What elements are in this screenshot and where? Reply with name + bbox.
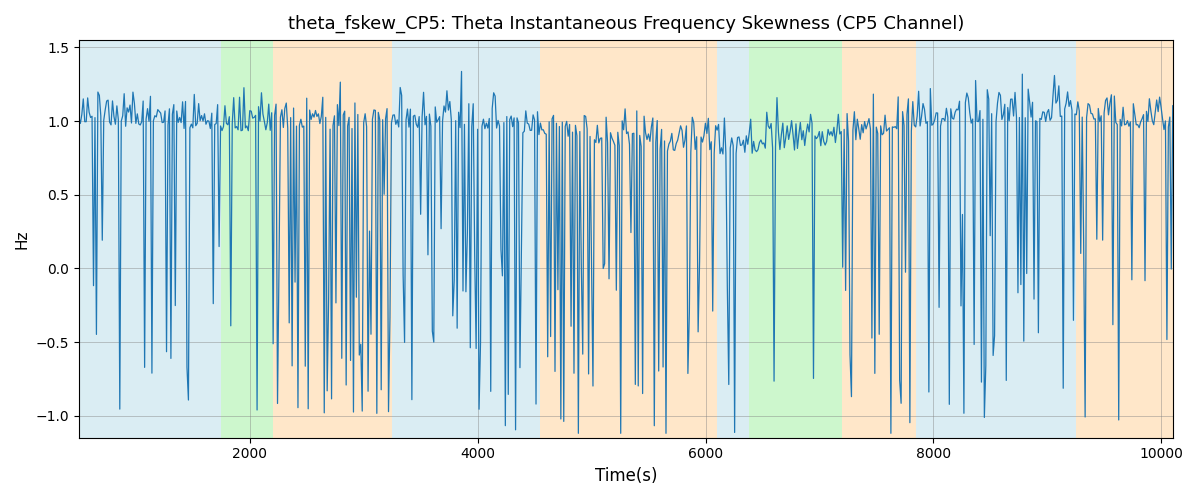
Bar: [842, 40, 917, 438]
Bar: [540, 40, 716, 438]
Bar: [221, 40, 272, 438]
Title: theta_fskew_CP5: Theta Instantaneous Frequency Skewness (CP5 Channel): theta_fskew_CP5: Theta Instantaneous Fre…: [288, 15, 964, 34]
Bar: [392, 40, 540, 438]
Bar: [716, 40, 749, 438]
Bar: [917, 40, 1076, 438]
Bar: [272, 40, 392, 438]
X-axis label: Time(s): Time(s): [594, 467, 658, 485]
Bar: [1076, 40, 1172, 438]
Bar: [749, 40, 842, 438]
Y-axis label: Hz: Hz: [14, 229, 30, 248]
Bar: [79, 40, 221, 438]
